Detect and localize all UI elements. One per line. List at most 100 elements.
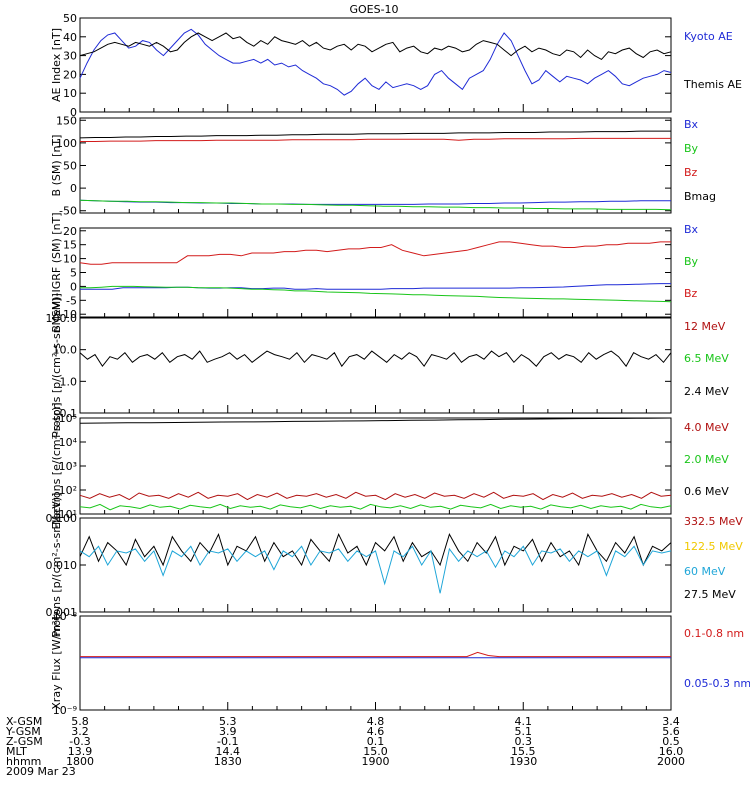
x-axis-value: 15.0 [363,745,388,758]
legend-entry: Bz [684,166,698,179]
y-axis-label: B (SM) [nT] [50,135,63,197]
y-tick-label: 0.010 [46,559,78,572]
x-axis-value: 3.2 [71,725,89,738]
y-tick-label: 0.001 [46,606,78,619]
x-axis-value: 5.6 [662,725,680,738]
x-axis-value: 1930 [509,755,537,768]
x-axis-row-label: hhmm [6,755,41,768]
y-tick-label: 5 [70,267,77,280]
x-axis-value: 4.6 [367,725,385,738]
series-line-by [80,285,672,303]
y-tick-label: 0 [70,106,77,119]
plot-title: GOES-10 [349,3,398,16]
x-axis-row-label: Z-GSM [6,735,43,748]
panel-2: -50 0 50 100 150 B (SM) [nT] Bx By Bz Bmag [50,114,716,217]
legend-entry: 2.0 MeV [684,453,729,466]
legend-entry: 60 MeV [684,565,726,578]
y-tick-label: 10¹ [59,508,77,521]
y-tick-label: -5 [66,294,77,307]
y-tick-label: 0.1 [60,407,78,420]
series-line-themis-ae [79,32,672,61]
y-axis-label: Protons [p/(cm²-s-sr-MeV)] [50,293,63,438]
panel-frame [79,417,672,515]
y-tick-label: 50 [63,160,77,173]
y-tick-label: 0 [70,280,77,293]
x-axis-value: 13.9 [68,745,93,758]
legend-entry: Bz [684,287,698,300]
y-tick-label: 10⁴ [59,436,78,449]
x-axis-value: 1800 [66,755,94,768]
y-axis-label: Electrons [e/(cm²-s-sr)] [50,402,63,529]
y-tick-label: 10 [63,87,77,100]
x-axis-value: 5.1 [515,725,533,738]
y-tick-label: 100.0 [46,312,78,325]
series-line-kyoto-ae [79,28,672,96]
panel-frame [79,517,672,613]
x-axis-value: -0.1 [217,735,238,748]
y-tick-label: 0.100 [46,512,78,525]
x-axis-value: 0.5 [662,735,680,748]
y-tick-label: 0 [70,182,77,195]
y-tick-label: -10 [59,308,77,321]
legend-entry: By [684,142,699,155]
legend-entry: 0.1-0.8 nm [684,627,744,640]
panel-frame [79,615,672,711]
y-tick-label: 30 [63,50,77,63]
legend-entry: By [684,255,699,268]
y-tick-label: 1.0 [60,375,78,388]
x-axis-value: 5.8 [71,715,89,728]
x-axis-value: 3.4 [662,715,680,728]
x-axis-value: 0.3 [515,735,533,748]
y-tick-label: 10.0 [53,344,78,357]
y-axis-label: AE Index [nT] [50,28,63,102]
y-tick-label: 10⁻⁹ [53,704,77,717]
x-axis-value: 3.9 [219,725,237,738]
series-line-bz [80,137,671,142]
x-axis-value: 1900 [362,755,390,768]
x-axis-row-label: MLT [6,745,27,758]
series-line-by [79,199,672,211]
x-axis-value: 1830 [214,755,242,768]
x-axis-value: 4.8 [367,715,385,728]
x-axis-value: 2000 [657,755,685,768]
y-tick-label: 20 [63,68,77,81]
y-tick-label: 100 [56,137,77,150]
series-line-bx [80,283,671,290]
x-axis-value: -0.3 [69,735,90,748]
x-axis-value: 5.3 [219,715,237,728]
y-tick-label: 10³ [59,460,77,473]
panel-frame [79,227,672,318]
y-tick-label: 10⁻⁸ [53,610,78,623]
x-axis-date: 2009 Mar 23 [6,765,76,778]
legend-entry: Bmag [684,190,716,203]
series-line-27-5-mev [79,532,672,567]
legend-entry: Bx [684,223,699,236]
x-axis-row-label: Y-GSM [5,725,41,738]
x-axis-value: 0.1 [367,735,385,748]
legend-entry: Kyoto AE [684,30,733,43]
panel-frame [79,17,672,113]
panel-frame [79,317,672,414]
legend-entry: 0.05-0.3 nm [684,677,750,690]
series-line-0-1-0-8-nm [80,651,671,658]
series-line-2-0-mev [79,503,672,511]
x-axis-value: 14.4 [216,745,241,758]
y-tick-label: 10 [63,253,77,266]
y-tick-label: 150 [56,114,77,127]
legend-entry: 332.5 MeV [684,515,743,528]
legend-entry: Themis AE [683,78,742,91]
y-axis-label: Protons [p/(cm²-s-sr-MeV)] [50,493,63,638]
y-tick-label: 40 [63,31,77,44]
x-axis-row-label: X-GSM [6,715,42,728]
legend-entry: 12 MeV [684,320,726,333]
x-axis-value: 4.1 [515,715,533,728]
x-axis-value: 16.0 [659,745,684,758]
series-line-2-4-mev [79,350,672,368]
